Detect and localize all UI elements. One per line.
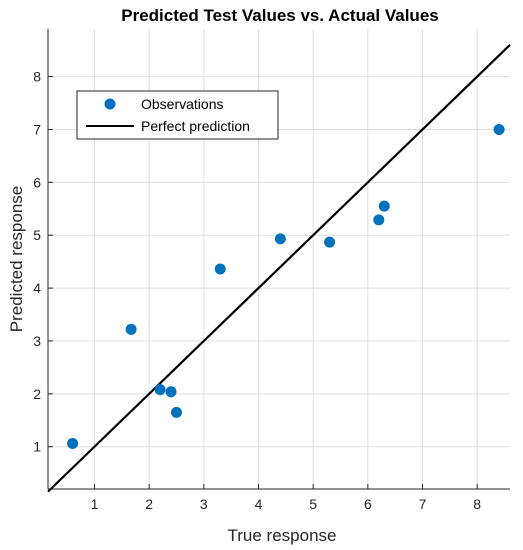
x-tick-label: 6 <box>364 496 372 512</box>
observation-point <box>324 236 336 248</box>
y-tick-label: 4 <box>33 280 41 296</box>
y-tick-label: 1 <box>33 439 41 455</box>
y-tick-label: 2 <box>33 386 41 402</box>
chart-title: Predicted Test Values vs. Actual Values <box>121 6 438 25</box>
x-tick-label: 4 <box>255 496 263 512</box>
observation-point <box>165 386 177 398</box>
y-axis: 1 2 3 4 5 6 7 8 <box>33 69 53 455</box>
observation-point <box>67 438 79 450</box>
legend: Observations Perfect prediction <box>76 90 279 140</box>
x-tick-label: 8 <box>473 496 481 512</box>
plot-frame <box>47 29 510 490</box>
legend-marker-observations <box>104 98 116 110</box>
observation-point <box>274 233 286 245</box>
x-axis-label: True response <box>228 526 337 545</box>
y-tick-label: 8 <box>33 69 41 85</box>
observation-point <box>214 263 226 275</box>
observation-point <box>373 214 385 226</box>
perfect-prediction-line <box>47 44 511 493</box>
x-tick-label: 3 <box>200 496 208 512</box>
observation-point <box>154 384 166 396</box>
y-tick-label: 5 <box>33 227 41 243</box>
observation-point <box>493 123 505 135</box>
x-tick-label: 1 <box>91 496 99 512</box>
x-axis: 1 2 3 4 5 6 7 8 <box>91 484 481 512</box>
y-axis-label: Predicted response <box>7 186 26 332</box>
y-tick-label: 6 <box>33 174 41 190</box>
observation-point <box>378 200 390 212</box>
x-tick-label: 2 <box>145 496 153 512</box>
legend-label-observations: Observations <box>141 96 223 112</box>
observation-point <box>170 406 182 418</box>
observation-point <box>125 323 137 335</box>
x-tick-label: 5 <box>309 496 317 512</box>
x-tick-label: 7 <box>419 496 427 512</box>
y-tick-label: 3 <box>33 333 41 349</box>
series-layer <box>47 44 511 493</box>
legend-label-perfect-prediction: Perfect prediction <box>141 118 250 134</box>
y-tick-label: 7 <box>33 121 41 137</box>
